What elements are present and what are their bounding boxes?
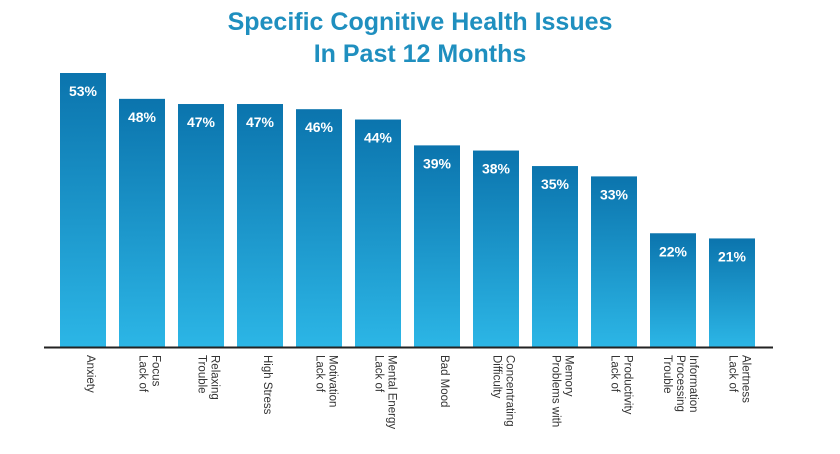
bar-value-label: 47% [187, 114, 216, 130]
bar [414, 145, 460, 347]
bar-value-label: 48% [128, 109, 157, 125]
x-tick-label-line: Lack of [727, 355, 739, 393]
bar-value-label: 21% [718, 248, 747, 264]
x-tick-label: Lack ofAlertness [727, 355, 752, 403]
x-tick-label-line: Lack of [373, 355, 385, 393]
x-tick-label-line: Bad Mood [438, 355, 450, 407]
x-tick-label-line: Anxiety [84, 355, 96, 393]
bar [473, 150, 519, 347]
x-tick-label: Bad Mood [438, 355, 450, 407]
x-tick-label: High Stress [261, 355, 273, 415]
x-tick-label-line: Information [687, 355, 699, 413]
x-tick-label: TroubleRelaxing [196, 355, 221, 400]
x-tick-label-line: Motivation [327, 355, 339, 407]
x-tick-label: Anxiety [84, 355, 96, 393]
chart-title-line-2: In Past 12 Months [313, 40, 527, 68]
x-tick-label: Lack ofMental Energy [373, 355, 398, 429]
x-tick-label-line: Mental Energy [386, 355, 398, 429]
chart-title-line-1: Specific Cognitive Health Issues [227, 8, 613, 36]
bar [532, 166, 578, 347]
bar-value-label: 38% [482, 161, 511, 177]
x-tick-label-line: High Stress [261, 355, 273, 415]
x-tick-label-line: Alertness [740, 355, 752, 403]
bars-group: 53% 48% 47% 47% 46% 44% 39% 38% 35% 33% 22% 21% [60, 73, 755, 348]
bar [178, 104, 224, 348]
x-tick-label: Problems withMemory [550, 355, 575, 427]
x-tick-label: TroubleProcessingInformation [661, 355, 699, 413]
bar-value-label: 44% [364, 130, 393, 146]
x-tick-label-line: Memory [563, 355, 575, 397]
bar [296, 109, 342, 347]
bar-value-label: 39% [423, 155, 452, 171]
x-tick-label-line: Lack of [314, 355, 326, 393]
x-tick-label-line: Difficulty [491, 355, 503, 398]
x-tick-label: Lack ofFocus [137, 355, 162, 393]
x-tick-label-line: Productivity [622, 355, 634, 415]
x-tick-label-line: Trouble [661, 355, 673, 394]
x-tick-label-line: Relaxing [209, 355, 221, 400]
chart-title: Specific Cognitive Health Issues In Past… [0, 6, 840, 70]
bar [237, 104, 283, 348]
x-tick-labels: Anxiety Lack ofFocus TroubleRelaxing High S… [84, 355, 752, 429]
bar-value-label: 22% [659, 243, 688, 259]
bar-value-label: 46% [305, 119, 334, 135]
bar [709, 238, 755, 347]
x-tick-label-line: Trouble [196, 355, 208, 394]
bar-value-label: 53% [69, 83, 98, 99]
bar-value-label: 47% [246, 114, 275, 130]
bar-value-label: 33% [600, 186, 629, 202]
bar [119, 98, 165, 347]
x-tick-label: Lack ofProductivity [609, 355, 634, 415]
bar [650, 233, 696, 347]
x-tick-label-line: Lack of [137, 355, 149, 393]
x-tick-label: Lack ofMotivation [314, 355, 339, 407]
x-tick-label-line: Processing [674, 355, 686, 412]
x-tick-label-line: Lack of [609, 355, 621, 393]
x-tick-label-line: Problems with [550, 355, 562, 427]
bar-value-label: 35% [541, 176, 570, 192]
x-tick-label-line: Focus [150, 355, 162, 387]
x-tick-label: DifficultyConcentrating [491, 355, 516, 427]
bar [60, 73, 106, 347]
bar [355, 119, 401, 347]
bar [591, 176, 637, 347]
x-tick-label-line: Concentrating [504, 355, 516, 427]
